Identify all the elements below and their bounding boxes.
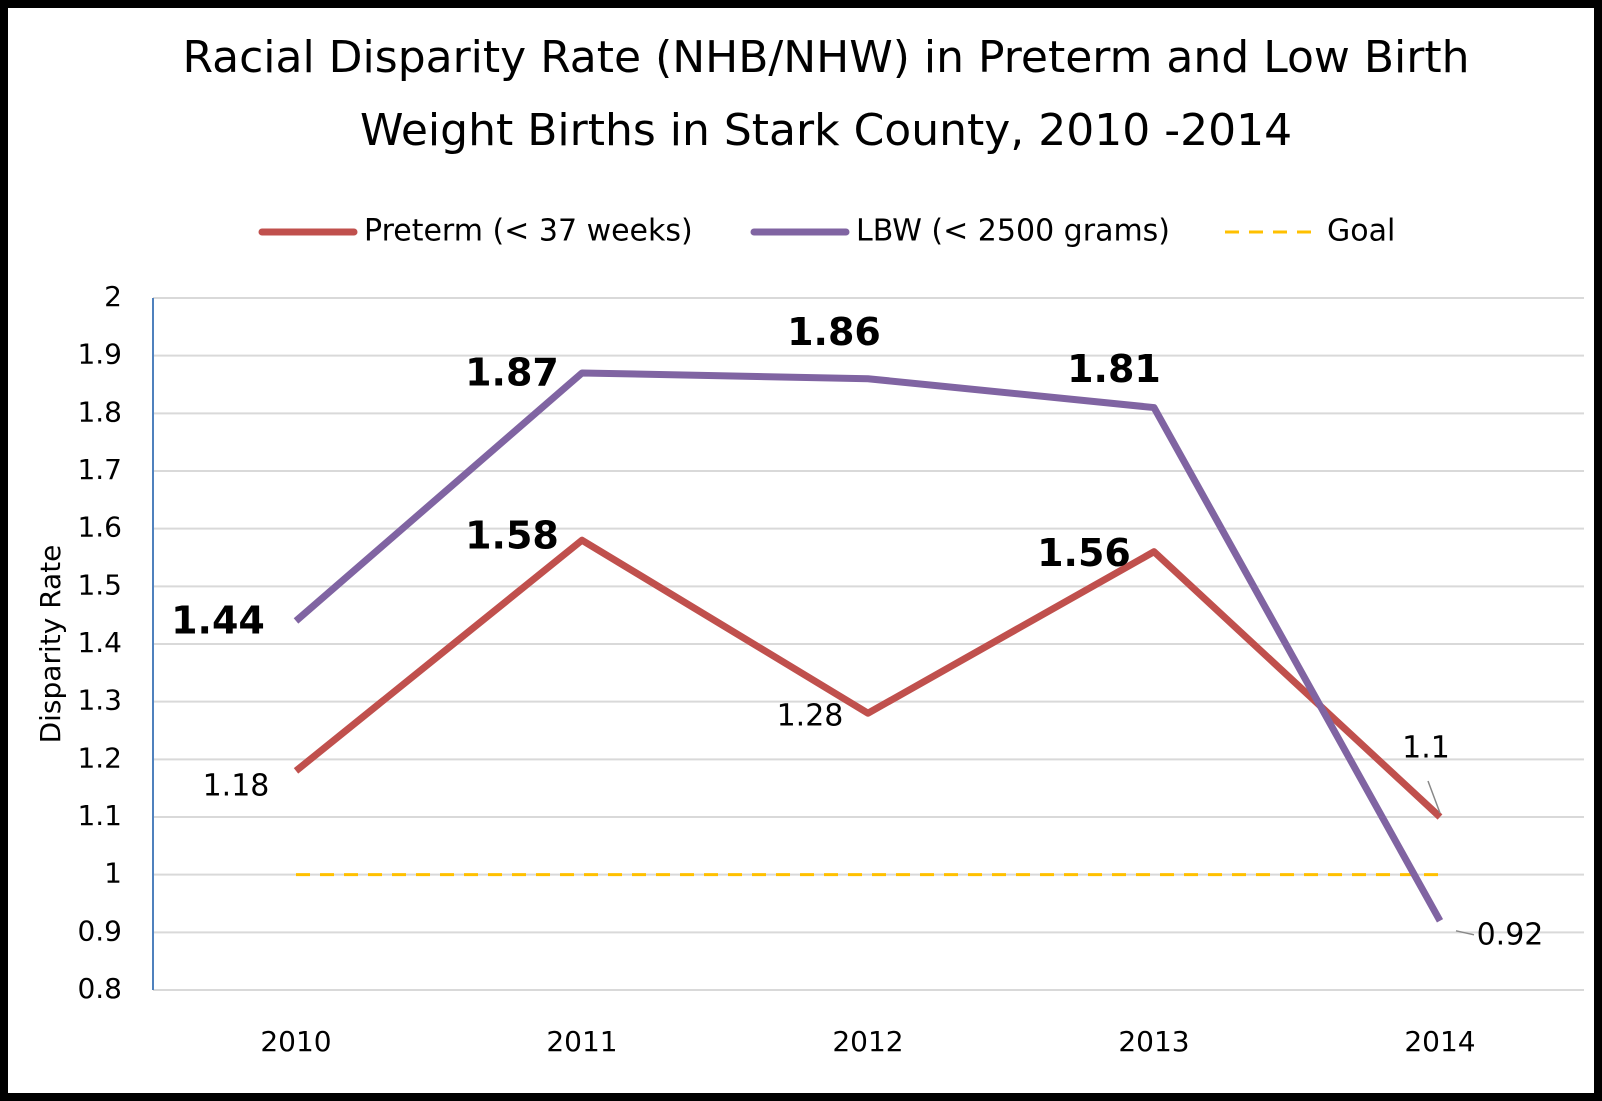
series-line: [293, 536, 1443, 820]
legend-label: LBW (< 2500 grams): [856, 214, 1170, 249]
y-tick-label: 1.9: [77, 338, 122, 371]
leader-line: [1455, 930, 1475, 936]
series-line: [293, 369, 1444, 923]
data-label: 0.92: [1477, 917, 1544, 952]
chart-title: Racial Disparity Rate (NHB/NHW) in Prete…: [183, 32, 1470, 83]
y-tick-label: 1.6: [77, 511, 122, 544]
y-tick-label: 2: [104, 280, 122, 313]
data-label: 1.18: [203, 768, 270, 803]
legend-label: Goal: [1327, 214, 1395, 249]
y-tick-label: 0.9: [77, 914, 122, 947]
data-label: 1.56: [1037, 531, 1131, 575]
y-tick-label: 1.2: [77, 741, 122, 774]
data-label: 1.28: [777, 699, 844, 734]
y-tick-label: 1.8: [77, 395, 122, 428]
data-label: 1.86: [787, 310, 881, 354]
legend-label: Preterm (< 37 weeks): [364, 214, 693, 249]
y-tick-label: 1.1: [77, 799, 122, 832]
y-axis-label: Disparity Rate: [34, 545, 67, 744]
y-tick-label: 1.7: [77, 453, 122, 486]
leader-line: [1427, 780, 1441, 814]
y-tick-label: 1.3: [77, 684, 122, 717]
x-tick-label: 2012: [832, 1025, 903, 1058]
chart-title: Weight Births in Stark County, 2010 -201…: [360, 105, 1292, 156]
x-tick-label: 2010: [260, 1025, 331, 1058]
x-tick-label: 2013: [1118, 1025, 1189, 1058]
data-label: 1.1: [1402, 731, 1450, 766]
data-label: 1.87: [465, 350, 559, 394]
x-tick-label: 2014: [1404, 1025, 1475, 1058]
data-label: 1.81: [1067, 347, 1161, 391]
y-tick-label: 1: [104, 857, 122, 890]
data-label: 1.44: [171, 598, 265, 642]
y-tick-label: 0.8: [77, 972, 122, 1005]
x-tick-label: 2011: [546, 1025, 617, 1058]
data-label: 1.58: [465, 514, 559, 558]
y-tick-label: 1.4: [77, 626, 122, 659]
y-tick-label: 1.5: [77, 568, 122, 601]
